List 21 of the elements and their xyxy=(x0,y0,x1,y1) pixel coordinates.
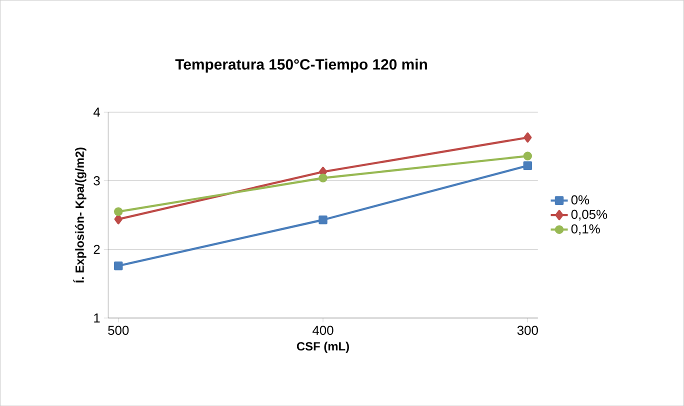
x-tick-label: 400 xyxy=(312,326,334,335)
point xyxy=(523,161,532,170)
y-axis-title: Í. Explosión- Kpa/(g/m2) xyxy=(73,148,86,282)
point xyxy=(523,152,532,160)
y-tick-label: 2 xyxy=(94,244,100,254)
point xyxy=(114,261,123,270)
y-tick-label: 3 xyxy=(94,176,100,186)
point xyxy=(114,207,123,216)
x-tick-label: 500 xyxy=(108,326,129,335)
legend-label: 0,1% xyxy=(571,224,600,235)
y-tick-label: 1 xyxy=(94,313,100,322)
legend-label: 0% xyxy=(571,195,590,204)
x-tick-label: 300 xyxy=(517,326,538,335)
point xyxy=(114,214,122,224)
y-tick-label: 4 xyxy=(93,108,100,117)
point xyxy=(318,215,328,224)
point xyxy=(524,132,532,143)
chart-title: Temperatura 150°C-Tiempo 120 min xyxy=(175,58,427,73)
point xyxy=(318,174,328,182)
legend-label: 0,05% xyxy=(571,210,608,220)
x-axis-title: CSF (mL) xyxy=(296,342,349,353)
